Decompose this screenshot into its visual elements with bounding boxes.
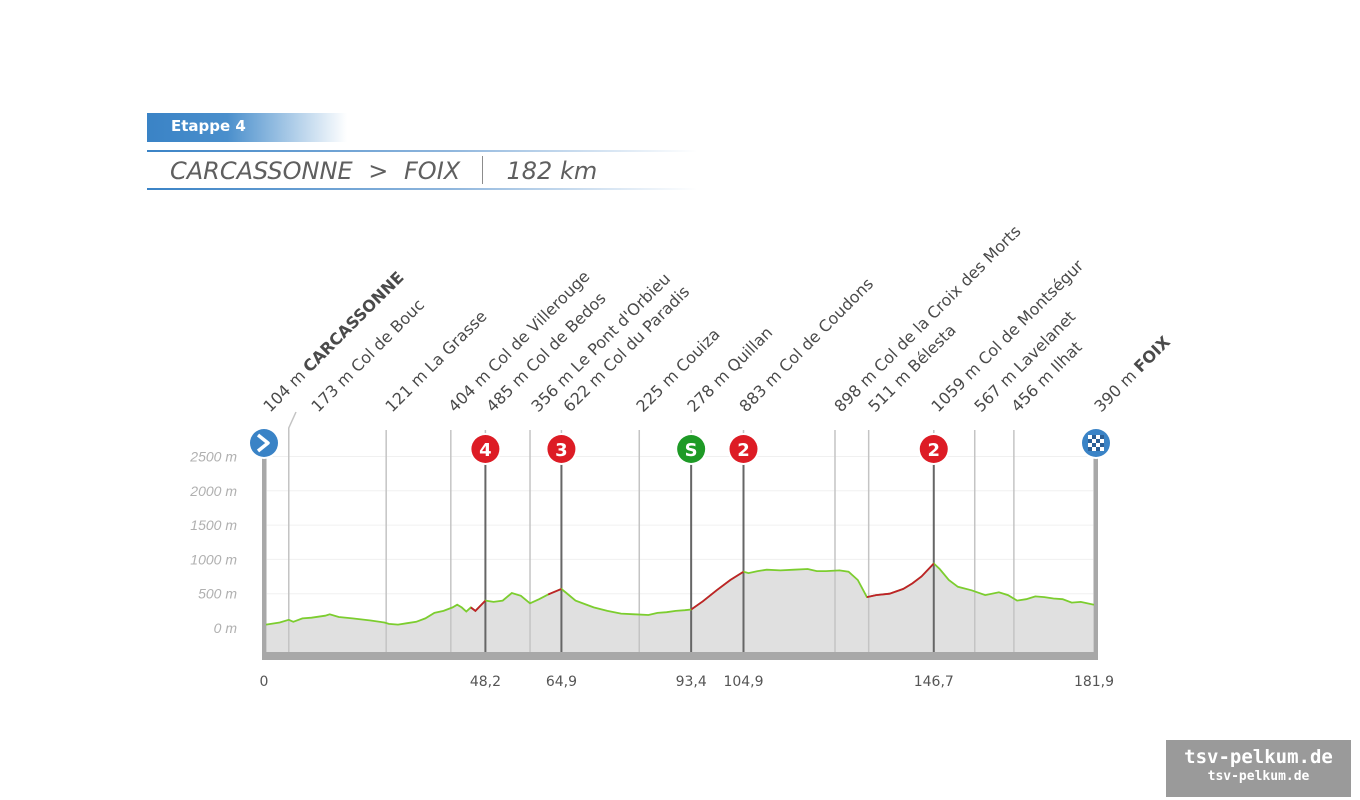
climb-category-label: S [685,440,698,461]
stage-label: Etappe 4 [171,117,246,135]
route-arrow: > [368,157,389,185]
climb-category-label: 4 [479,440,492,461]
finish-flag-cell [1096,435,1100,439]
finish-flag-cell [1092,447,1096,451]
finish-flag-cell [1088,435,1092,439]
profile-area [266,563,1094,652]
x-tick-label: 93,4 [676,674,707,690]
finish-flag-cell [1096,447,1100,451]
finish-flag-cell [1100,435,1104,439]
stage-banner [147,113,347,142]
finish-city: FOIX [404,157,461,185]
climb-segment [690,570,744,611]
finish-flag-cell [1096,443,1100,447]
stage-distance: 182 km [506,157,598,185]
climb-category-label: 2 [737,440,750,461]
x-tick-label: 48,2 [470,674,501,690]
x-tick-label: 64,9 [546,674,577,690]
start-city: CARCASSONNE [170,157,353,185]
climb-marker [677,435,706,463]
watermark-line-1: tsv-pelkum.de [1184,746,1333,768]
y-tick-label: 1000 m [190,551,237,567]
profile-line [265,562,1095,626]
title-rule-top [147,150,697,152]
climb-marker [729,435,758,463]
climb-segment [866,562,935,598]
finish-flag-cell [1100,447,1104,451]
finish-flag-cell [1092,443,1096,447]
finish-flag-cell [1088,447,1092,451]
climb-marker [547,435,576,463]
waypoint-label: 622 m Col du Paradis [559,282,693,416]
watermark-line-2: tsv-pelkum.de [1207,769,1310,784]
x-tick-label: 146,7 [914,674,954,690]
waypoint-altitude: 390 m [1090,363,1143,416]
finish-flag-cell [1100,439,1104,443]
x-tick-label: 104,9 [723,674,763,690]
route-title: CARCASSONNE > FOIX 182 km [170,156,597,185]
y-tick-label: 1500 m [190,517,237,533]
finish-flag-cell [1092,435,1096,439]
y-tick-label: 2000 m [189,483,237,499]
start-arrow-icon [256,433,270,453]
start-icon [250,429,278,457]
x-tick-label: 0 [260,674,269,690]
y-tick-label: 0 m [214,620,238,636]
y-tick-label: 2500 m [189,449,237,465]
x-tick-label: 181,9 [1074,674,1114,690]
climb-segment [547,588,562,596]
title-separator [481,156,483,184]
climb-category-label: 3 [555,440,568,461]
climb-marker [471,435,500,463]
finish-flag-cell [1088,443,1092,447]
waypoint-altitude: 104 m [259,363,312,416]
waypoint-label: 390 m FOIX [1090,332,1174,416]
title-rule-bottom [147,188,697,190]
finish-flag-cell [1096,439,1100,443]
finish-flag-cell [1092,439,1096,443]
y-tick-label: 500 m [198,586,237,602]
watermark: tsv-pelkum.de tsv-pelkum.de [1166,740,1351,797]
climb-segment [470,599,487,613]
base-bar [262,652,1098,660]
waypoint-connector [288,411,297,652]
climb-category-label: 2 [928,440,941,461]
finish-flag-cell [1088,439,1092,443]
finish-flag-cell [1100,443,1104,447]
waypoint-town: FOIX [1130,332,1174,376]
climb-marker [919,435,948,463]
